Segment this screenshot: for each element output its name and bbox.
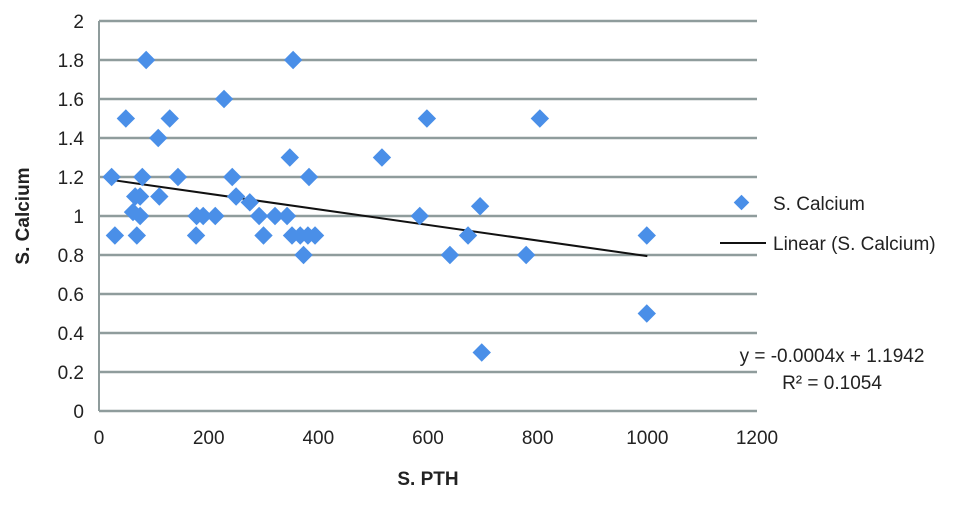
x-tick-label: 200: [193, 428, 225, 449]
data-point: [136, 50, 156, 70]
data-point: [458, 226, 478, 245]
legend-label-series: S. Calcium: [773, 194, 865, 215]
data-point: [186, 226, 206, 245]
data-point: [102, 167, 121, 187]
x-tick-label: 400: [302, 428, 334, 449]
x-tick-label: 0: [94, 428, 105, 449]
data-point: [105, 226, 125, 245]
data-point: [294, 245, 313, 265]
y-tick-label: 0.8: [58, 246, 84, 267]
data-point: [440, 245, 460, 265]
trendline-equation: y = -0.0004x + 1.1942: [740, 346, 925, 367]
data-point: [130, 187, 150, 206]
data-point: [530, 109, 550, 128]
data-point: [249, 206, 269, 226]
data-point: [160, 109, 179, 128]
data-point: [116, 109, 136, 128]
data-point: [299, 167, 319, 187]
trendline: [109, 178, 648, 258]
data-point: [410, 206, 429, 226]
legend-diamond-icon: [733, 194, 750, 211]
x-tick-label: 800: [522, 428, 554, 449]
trendline-r-squared: R² = 0.1054: [782, 373, 882, 394]
legend-label-trendline: Linear (S. Calcium): [773, 234, 936, 255]
data-point: [150, 187, 169, 206]
data-point: [637, 226, 656, 245]
x-axis-title: S. PTH: [397, 469, 458, 490]
data-point: [240, 193, 259, 212]
data-point: [265, 206, 285, 226]
data-point: [206, 206, 225, 226]
data-point: [149, 128, 168, 148]
y-tick-label: 2: [73, 12, 84, 33]
data-point: [637, 304, 656, 323]
y-tick-label: 1.6: [58, 90, 84, 111]
y-tick-label: 1.2: [58, 168, 84, 189]
data-points: [102, 50, 656, 362]
x-tick-label: 1000: [626, 428, 668, 449]
data-point: [193, 206, 213, 226]
x-tick-label: 1200: [736, 428, 778, 449]
data-point: [223, 167, 242, 187]
y-tick-label: 0.4: [58, 324, 85, 345]
legend: S. Calcium Linear (S. Calcium): [720, 194, 936, 255]
data-point: [168, 167, 188, 187]
data-point: [214, 89, 234, 109]
y-tick-label: 0.2: [58, 363, 84, 384]
y-tick-label: 1.4: [58, 129, 85, 150]
y-tick-label: 0.6: [58, 285, 84, 306]
data-point: [470, 197, 490, 216]
y-tick-label: 1.8: [58, 51, 84, 72]
data-point: [127, 226, 147, 245]
data-point: [133, 167, 152, 187]
x-tick-label: 600: [412, 428, 444, 449]
data-point: [516, 245, 536, 265]
data-point: [254, 226, 273, 245]
data-point: [277, 206, 297, 226]
y-axis-title: S. Calcium: [13, 167, 34, 264]
data-point: [372, 148, 392, 167]
x-tick-labels: 0 200 400 600 800 1000 1200: [94, 428, 778, 449]
data-point: [283, 50, 303, 70]
data-point: [417, 109, 437, 128]
data-point: [472, 343, 491, 362]
data-point: [280, 148, 300, 167]
data-point: [130, 206, 150, 226]
data-point: [305, 226, 325, 245]
data-point: [226, 187, 246, 206]
y-tick-label: 1: [73, 207, 84, 228]
y-tick-labels: 0 0.2 0.4 0.6 0.8 1 1.2 1.4 1.6 1.8 2: [58, 12, 85, 423]
y-tick-label: 0: [73, 402, 84, 423]
